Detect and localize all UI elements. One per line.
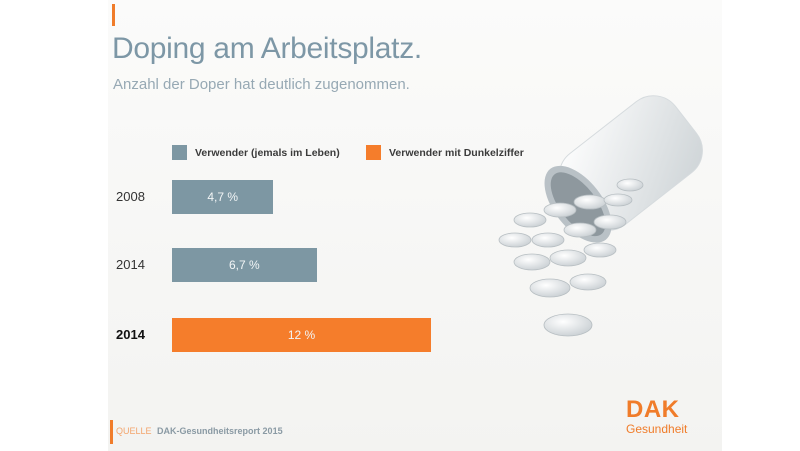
chart-title: Doping am Arbeitsplatz. xyxy=(112,32,422,65)
bar-value-label: 6,7 % xyxy=(228,258,260,272)
legend-item-verwender: Verwender (jemals im Leben) xyxy=(172,145,340,160)
source-accent-line xyxy=(110,420,113,444)
bar: 12 % xyxy=(172,318,431,352)
source-text: DAK-Gesundheitsreport 2015 xyxy=(157,426,283,436)
top-accent-line xyxy=(112,4,115,26)
source-note: QUELLE DAK-Gesundheitsreport 2015 xyxy=(116,426,283,436)
dak-logo: DAK Gesundheit xyxy=(626,396,688,437)
bar: 6,7 % xyxy=(172,248,317,282)
pill-bottle-icon xyxy=(498,95,703,337)
logo-top: DAK xyxy=(626,396,680,423)
year-label: 2014 xyxy=(116,327,145,342)
legend-swatch-slate xyxy=(172,145,187,160)
source-label: QUELLE xyxy=(116,426,152,436)
bar-value-label: 12 % xyxy=(287,328,316,342)
chart-subtitle: Anzahl der Doper hat deutlich zugenommen… xyxy=(113,76,410,93)
bar-value-label: 4,7 % xyxy=(207,190,239,204)
legend-swatch-orange xyxy=(366,145,381,160)
legend-item-dunkelziffer: Verwender mit Dunkelziffer xyxy=(366,145,524,160)
logo-bottom: Gesundheit xyxy=(626,422,688,436)
year-label: 2008 xyxy=(116,189,145,204)
legend-label: Verwender mit Dunkelziffer xyxy=(389,146,524,159)
legend-label: Verwender (jemals im Leben) xyxy=(195,146,340,159)
bar: 4,7 % xyxy=(172,180,274,214)
year-label: 2014 xyxy=(116,257,145,272)
